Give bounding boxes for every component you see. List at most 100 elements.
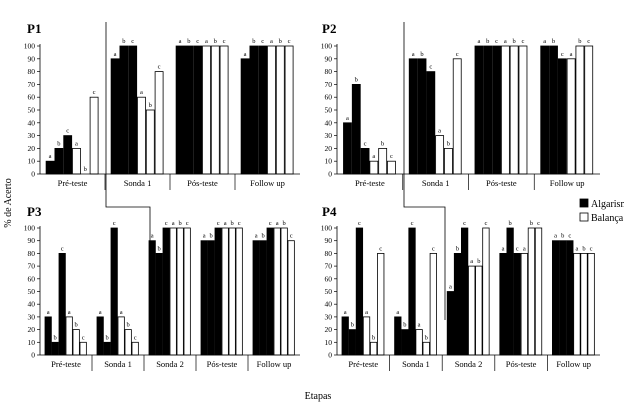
bar-letter: a xyxy=(244,51,247,58)
bar-letter: a xyxy=(365,309,368,316)
bar-letter: a xyxy=(344,309,347,316)
category-label: Follow up xyxy=(250,178,285,188)
bar-algarismo xyxy=(96,316,104,356)
bar-algarismo xyxy=(506,227,514,356)
bar-letter: a xyxy=(114,51,117,58)
panel-title: P2 xyxy=(322,21,336,36)
bar-letter: c xyxy=(61,245,64,252)
bar-algarismo xyxy=(162,227,170,356)
y-tick-label: 50 xyxy=(28,106,36,115)
bar-algarismo xyxy=(360,147,370,175)
bar-balanca xyxy=(235,227,243,356)
y-tick-label: 90 xyxy=(28,54,36,63)
bar-algarismo xyxy=(492,45,501,175)
bar-letter: a xyxy=(412,51,415,58)
bar-balanca xyxy=(72,147,81,175)
bar-algarismo xyxy=(252,240,260,356)
bar-balanca xyxy=(219,45,229,175)
bar-letter: b xyxy=(127,322,130,329)
bar-letter: a xyxy=(554,233,557,240)
bar-letter: b xyxy=(84,166,87,173)
bar-letter: c xyxy=(93,89,96,96)
bar-balanca xyxy=(65,316,73,356)
bar-letter: c xyxy=(429,64,432,71)
bar-balanca xyxy=(452,58,462,175)
bar-balanca xyxy=(518,45,528,175)
bar-balanca xyxy=(145,109,155,175)
panel-p2: P20102030405060708090100abcabcPré-testea… xyxy=(321,21,600,190)
bar-algarismo xyxy=(214,227,222,356)
panel-title: P3 xyxy=(27,204,42,219)
bar-algarismo xyxy=(193,45,203,175)
y-tick-label: 30 xyxy=(325,312,333,321)
bar-letter: b xyxy=(372,334,375,341)
bar-letter: a xyxy=(570,51,573,58)
y-tick-label: 60 xyxy=(28,93,36,102)
bar-algarismo xyxy=(343,122,352,175)
bar-letter: a xyxy=(418,322,421,329)
bar-balanca xyxy=(566,58,576,175)
y-tick-label: 40 xyxy=(28,118,36,127)
bar-algarismo xyxy=(394,316,402,356)
bar-balanca xyxy=(228,227,236,356)
y-tick-label: 100 xyxy=(24,224,36,233)
bar-algarismo xyxy=(44,316,52,356)
bar-letter: b xyxy=(578,38,581,45)
bar-letter: c xyxy=(223,38,226,45)
bar-algarismo xyxy=(341,316,349,356)
y-tick-label: 10 xyxy=(28,338,36,347)
bar-balanca xyxy=(287,240,295,356)
y-tick-label: 20 xyxy=(325,144,333,153)
bar-letter: a xyxy=(179,38,182,45)
category-label: Pré-teste xyxy=(58,178,88,188)
legend-label-algarismo: Algarismo xyxy=(591,199,624,210)
bar-letter: b xyxy=(262,233,265,240)
bar-algarismo xyxy=(51,341,59,356)
bar-balanca xyxy=(482,227,490,356)
y-tick-label: 50 xyxy=(28,287,36,296)
bar-balanca xyxy=(131,341,139,356)
bar-balanca xyxy=(429,252,437,356)
bar-balanca xyxy=(475,265,483,356)
bar-algarismo xyxy=(249,45,259,175)
bar-letter: a xyxy=(255,233,258,240)
bar-letter: c xyxy=(463,220,466,227)
bar-letter: b xyxy=(477,258,480,265)
bar-balanca xyxy=(444,147,453,175)
bar-letter: b xyxy=(214,38,217,45)
bar-letter: c xyxy=(290,233,293,240)
bar-algarismo xyxy=(119,45,129,175)
bar-letter: c xyxy=(456,51,459,58)
bar-balanca xyxy=(72,329,80,356)
bar-letter: b xyxy=(106,334,109,341)
bar-letter: a xyxy=(504,38,507,45)
bar-letter: a xyxy=(346,115,349,122)
phase-line-p2 xyxy=(403,22,446,320)
y-tick-label: 60 xyxy=(325,274,333,283)
legend-label-balanca: Balança xyxy=(591,213,624,224)
bar-algarismo xyxy=(552,240,560,356)
bar-letter: c xyxy=(590,245,593,252)
y-tick-label: 10 xyxy=(28,157,36,166)
legend: Algarismo Balança xyxy=(579,198,624,224)
bar-algarismo xyxy=(549,45,558,175)
bar-letter: a xyxy=(203,233,206,240)
y-tick-label: 30 xyxy=(325,131,333,140)
legend-swatch-balanca xyxy=(579,212,589,222)
bar-letter: b xyxy=(552,38,555,45)
bar-balanca xyxy=(468,265,476,356)
bar-balanca xyxy=(575,45,585,175)
bar-letter: a xyxy=(372,153,375,160)
category-label: Pré-teste xyxy=(51,359,81,369)
y-tick-label: 20 xyxy=(325,325,333,334)
bar-algarismo xyxy=(175,45,185,175)
bar-letter: c xyxy=(495,38,498,45)
bar-letter: a xyxy=(502,245,505,252)
y-tick-label: 70 xyxy=(28,80,36,89)
bar-letter: b xyxy=(252,38,255,45)
bar-balanca xyxy=(369,341,378,356)
category-label: Pré-teste xyxy=(348,359,378,369)
y-tick-label: 70 xyxy=(28,262,36,271)
category-label: Sonda 1 xyxy=(104,359,132,369)
